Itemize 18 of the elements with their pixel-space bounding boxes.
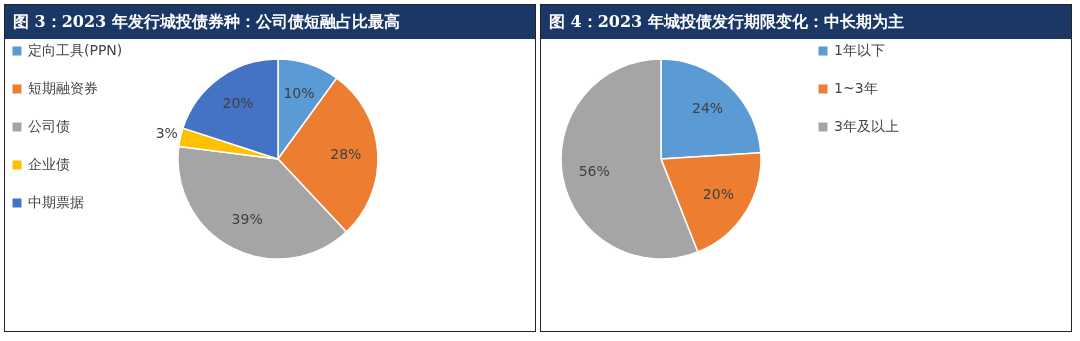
data-label: 56% [578,162,610,179]
legend-label: 中期票据 [28,194,84,210]
legend-label: 企业债 [28,156,70,172]
legend-label: 公司债 [28,118,70,134]
data-label: 3% [155,125,178,142]
data-label: 10% [283,85,315,102]
legend-label: 1年以下 [834,42,885,58]
legend-label: 定向工具(PPN) [28,42,123,58]
data-label: 28% [330,145,362,162]
legend-label: 3年及以上 [834,118,899,134]
data-label: 20% [222,94,254,111]
chart-title: 图 3：2023 年发行城投债券种：公司债短融占比最高 [5,5,535,39]
chart-title: 图 4：2023 年城投债发行期限变化：中长期为主 [541,5,1071,39]
legend-label: 1~3年 [834,80,878,96]
legend-label: 短期融资券 [28,80,98,96]
data-label: 24% [691,100,724,117]
data-label: 39% [231,210,263,227]
data-label: 20% [702,186,734,203]
